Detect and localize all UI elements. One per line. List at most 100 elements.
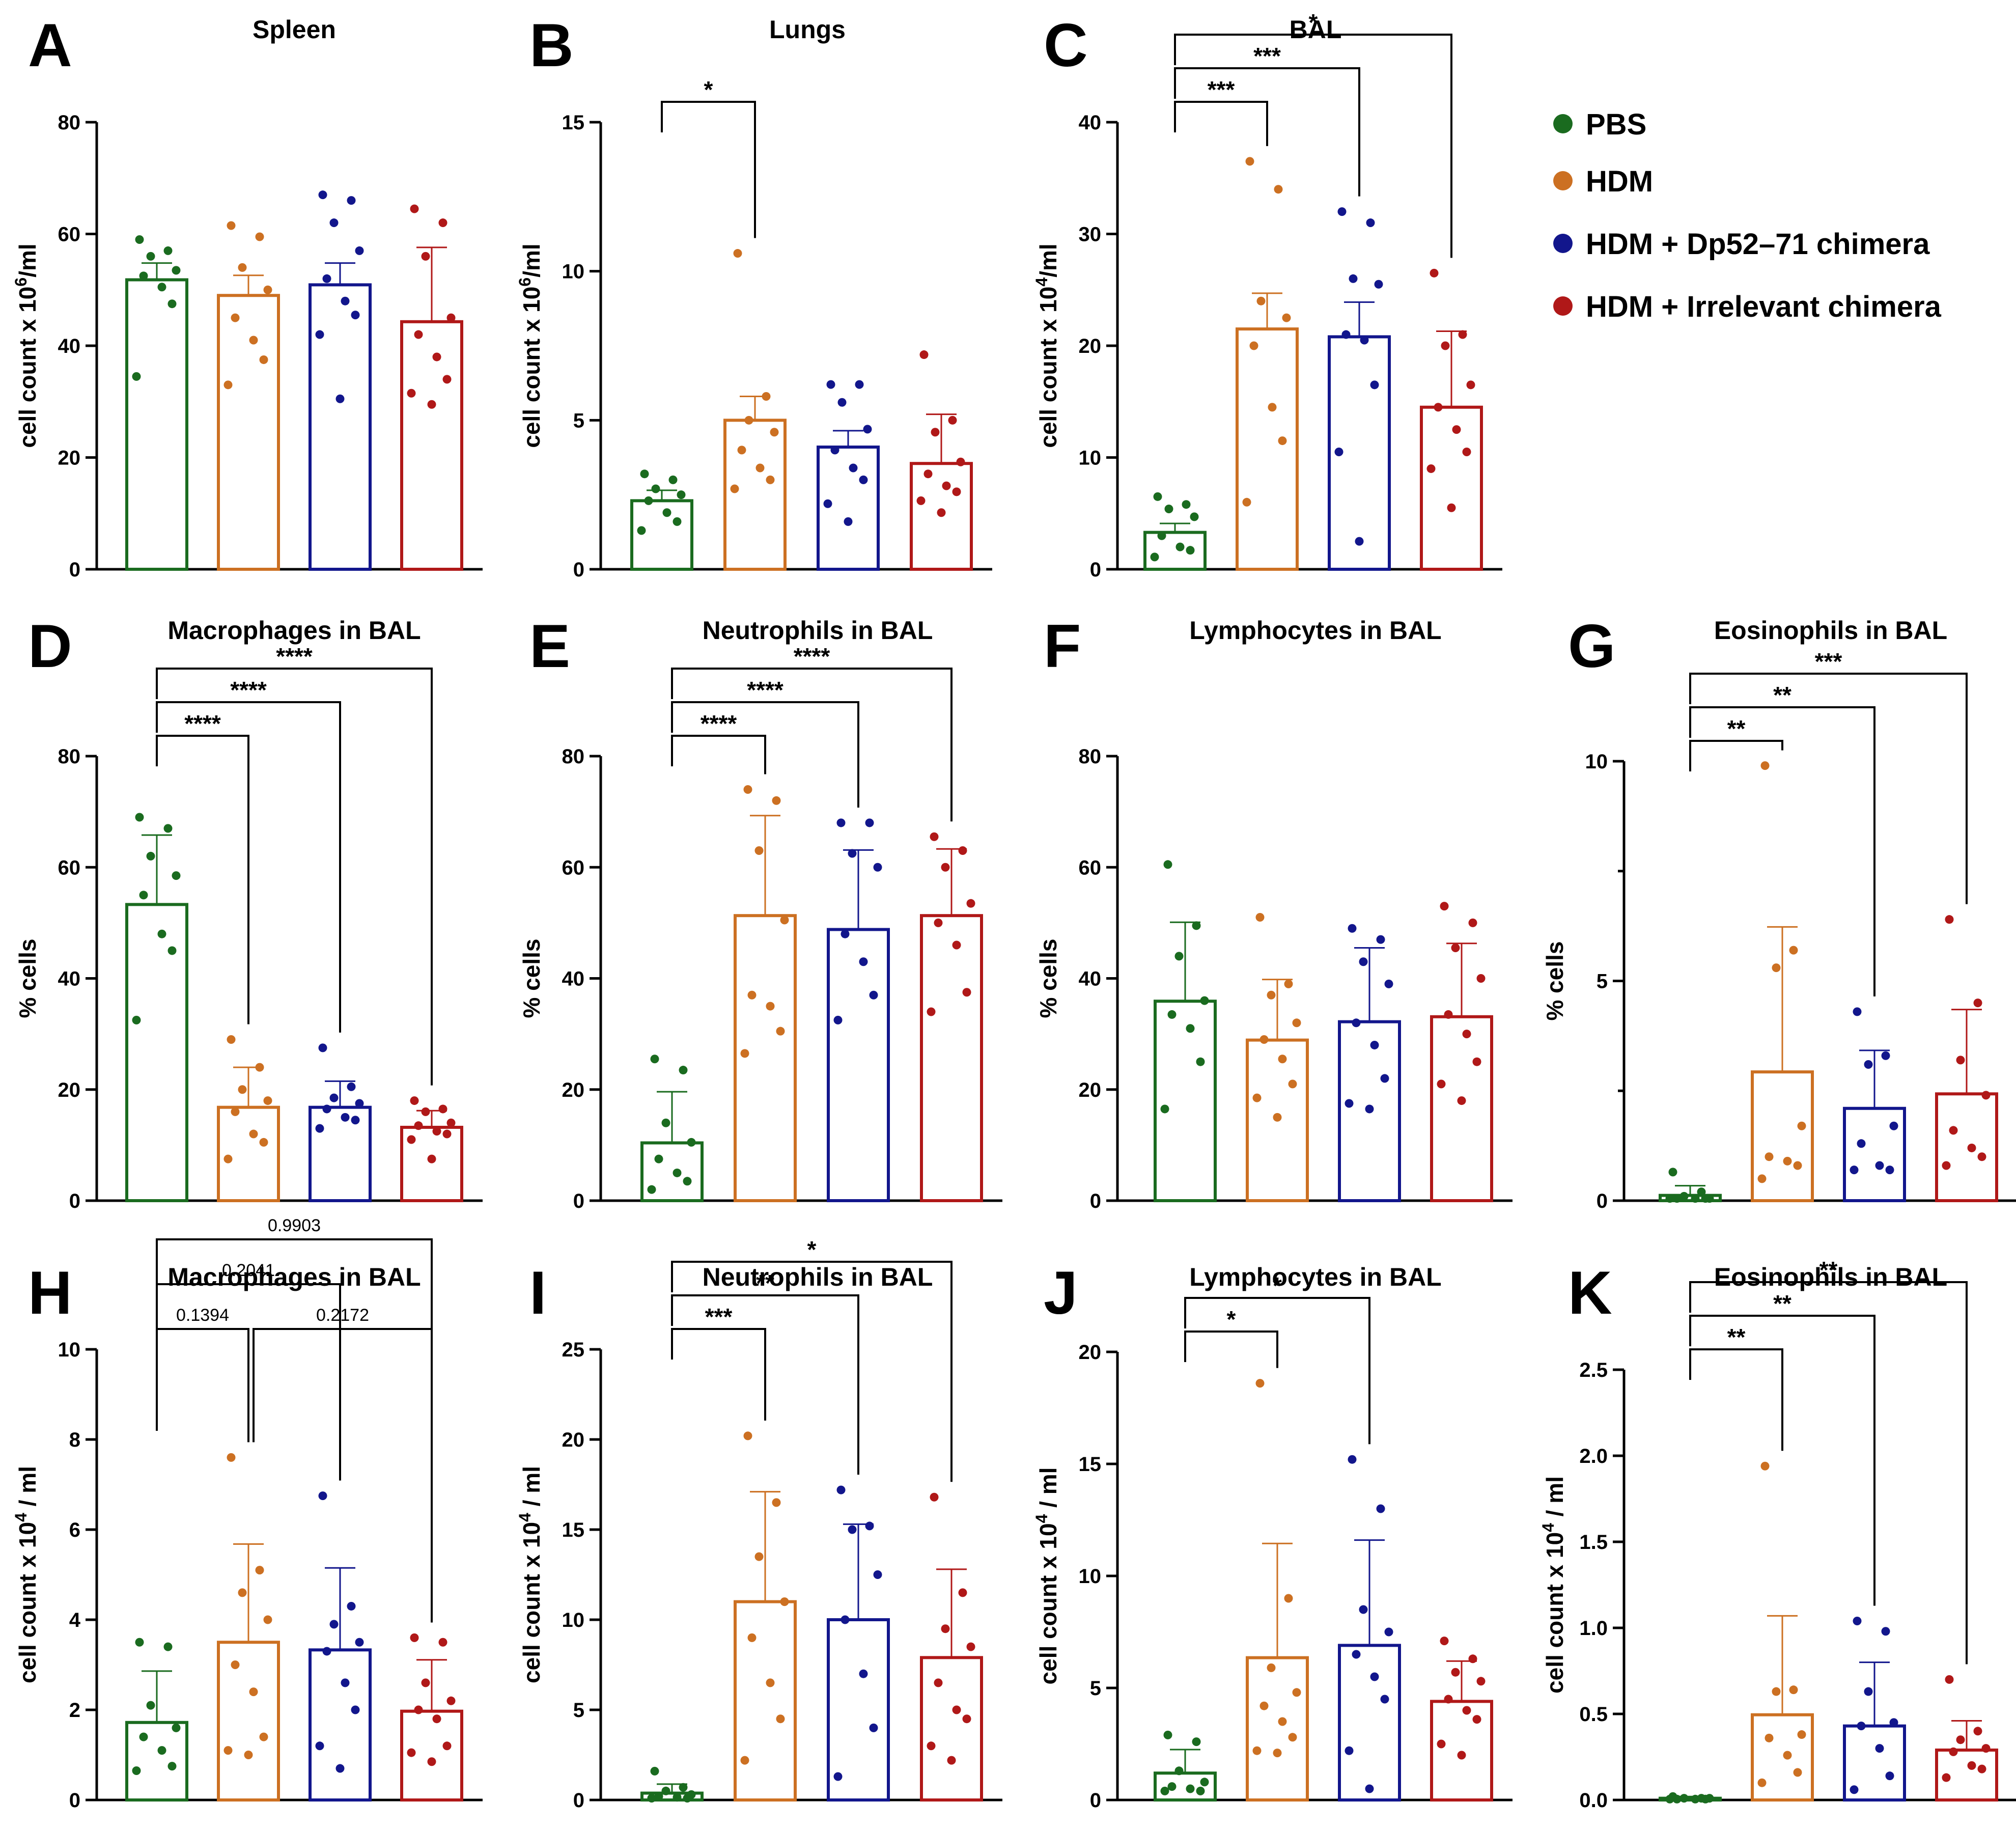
- significance-bracket-h: [156, 1328, 249, 1443]
- significance-label-g: **: [1773, 682, 1791, 708]
- data-point-a-irrelevant: [414, 330, 423, 339]
- data-point-i-hdm: [743, 1431, 752, 1440]
- data-point-a-irrelevant: [427, 400, 436, 409]
- data-point-a-pbs: [135, 235, 144, 244]
- data-point-k-irrelevant: [1942, 1773, 1951, 1782]
- y-tick-label-b: 5: [573, 409, 584, 432]
- significance-label-b: *: [704, 76, 713, 103]
- bar-i-irrelevant: [920, 1656, 983, 1802]
- data-point-i-irrelevant: [934, 1678, 943, 1687]
- data-point-h-dp52: [341, 1678, 350, 1687]
- data-point-f-dp52: [1376, 935, 1385, 944]
- panel-letter-g: G: [1568, 612, 1615, 680]
- y-tick-label-k: 2.0: [1579, 1445, 1608, 1467]
- data-point-c-irrelevant: [1441, 341, 1450, 350]
- panel-title-f: Lymphocytes in BAL: [1189, 616, 1441, 645]
- panel-a: A Spleen cell count x 106/ml 0 20 40 60 80: [12, 11, 483, 581]
- y-tick-label-h: 10: [58, 1339, 81, 1361]
- panel-title-k: Eosinophils in BAL: [1714, 1263, 1947, 1291]
- data-point-k-dp52: [1885, 1771, 1894, 1781]
- data-point-b-pbs: [640, 469, 649, 479]
- data-point-j-irrelevant: [1468, 1654, 1477, 1664]
- bar-j-pbs: [1154, 1771, 1217, 1802]
- y-tick-label-i: 10: [562, 1609, 585, 1631]
- data-point-f-irrelevant: [1476, 974, 1486, 983]
- significance-label-e: ****: [794, 643, 830, 670]
- data-point-a-dp52: [341, 296, 350, 306]
- significance-label-h: 0.2172: [316, 1306, 369, 1325]
- panel-letter-a: A: [28, 11, 72, 79]
- data-point-b-hdm: [737, 446, 746, 455]
- y-tick-label-j: 15: [1079, 1453, 1102, 1476]
- significance-bracket-g: [1689, 673, 1968, 904]
- y-axis-label-exponent-k: 4: [1539, 1523, 1557, 1532]
- data-point-j-irrelevant: [1472, 1715, 1481, 1724]
- data-point-i-dp52: [841, 1615, 850, 1624]
- panel-title-g: Eosinophils in BAL: [1714, 616, 1947, 645]
- data-point-h-pbs: [146, 1701, 155, 1710]
- data-point-e-irrelevant: [966, 899, 975, 908]
- y-axis-label-unit-b: /ml: [518, 243, 545, 277]
- significance-bracket-g: [1689, 706, 1875, 996]
- data-point-j-dp52: [1348, 1455, 1357, 1464]
- data-point-h-hdm: [263, 1615, 272, 1624]
- data-point-f-irrelevant: [1437, 1079, 1446, 1089]
- y-axis-label-a: cell count x 106/ml: [12, 243, 41, 448]
- data-point-a-dp52: [318, 190, 327, 200]
- panel-title-h: Macrophages in BAL: [167, 1263, 421, 1291]
- panel-letter-i: I: [529, 1259, 546, 1327]
- data-point-k-irrelevant: [1956, 1735, 1965, 1744]
- significance-bracket-j: [1184, 1331, 1278, 1368]
- y-axis-label-main-f: % cells: [1035, 939, 1061, 1018]
- data-point-h-hdm: [259, 1732, 268, 1741]
- data-point-h-dp52: [329, 1620, 339, 1629]
- y-tick-label-k: 2.5: [1579, 1359, 1608, 1381]
- data-point-k-dp52: [1875, 1744, 1884, 1753]
- data-point-c-hdm: [1256, 296, 1266, 306]
- data-point-j-pbs: [1192, 1737, 1201, 1747]
- data-point-a-hdm: [255, 232, 264, 241]
- significance-label-i: **: [756, 1270, 774, 1296]
- y-axis-label-exponent-j: 4: [1032, 1514, 1051, 1523]
- data-point-k-pbs: [1701, 1794, 1710, 1804]
- significance-label-d: ****: [184, 710, 221, 737]
- data-point-d-irrelevant: [421, 1107, 430, 1116]
- data-point-i-hdm: [772, 1498, 781, 1507]
- data-point-f-irrelevant: [1472, 1057, 1481, 1066]
- data-point-e-irrelevant: [958, 846, 967, 855]
- data-point-h-pbs: [135, 1638, 144, 1647]
- data-point-a-pbs: [139, 271, 148, 281]
- data-point-e-dp52: [841, 929, 850, 938]
- y-tick-label-j: 20: [1079, 1341, 1102, 1364]
- data-point-j-dp52: [1380, 1695, 1389, 1704]
- legend-label-dp52: HDM + Dp52–71 chimera: [1586, 228, 1930, 261]
- data-point-e-irrelevant: [930, 832, 939, 841]
- significance-label-h: 0.2041: [222, 1261, 275, 1280]
- bar-a-hdm: [217, 294, 280, 571]
- data-point-j-dp52: [1352, 1650, 1361, 1659]
- data-point-c-pbs: [1182, 500, 1191, 509]
- significance-bracket-i: [671, 1328, 766, 1421]
- legend-item-hdm: HDM: [1553, 165, 1653, 198]
- data-point-g-irrelevant: [1973, 999, 1982, 1008]
- data-point-e-hdm: [776, 1027, 785, 1036]
- data-point-g-pbs: [1691, 1194, 1700, 1203]
- data-point-g-pbs: [1672, 1194, 1682, 1203]
- data-point-e-hdm: [766, 1002, 775, 1011]
- legend-item-dp52: HDM + Dp52–71 chimera: [1553, 228, 1930, 261]
- data-point-j-hdm: [1267, 1663, 1276, 1672]
- y-tick-label-k: 0.5: [1579, 1703, 1608, 1726]
- bar-a-irrelevant: [400, 320, 463, 571]
- data-point-k-dp52: [1850, 1785, 1859, 1794]
- data-point-e-dp52: [865, 818, 874, 827]
- data-point-f-hdm: [1284, 979, 1293, 988]
- data-point-h-dp52: [335, 1764, 345, 1773]
- data-point-e-pbs: [650, 1055, 659, 1064]
- data-point-a-dp52: [329, 218, 339, 228]
- data-point-d-hdm: [249, 1129, 258, 1139]
- data-point-e-hdm: [754, 846, 764, 855]
- data-point-h-irrelevant: [427, 1757, 436, 1766]
- data-point-j-dp52: [1370, 1672, 1379, 1681]
- y-tick-label-h: 4: [69, 1609, 81, 1631]
- data-point-c-irrelevant: [1462, 448, 1471, 457]
